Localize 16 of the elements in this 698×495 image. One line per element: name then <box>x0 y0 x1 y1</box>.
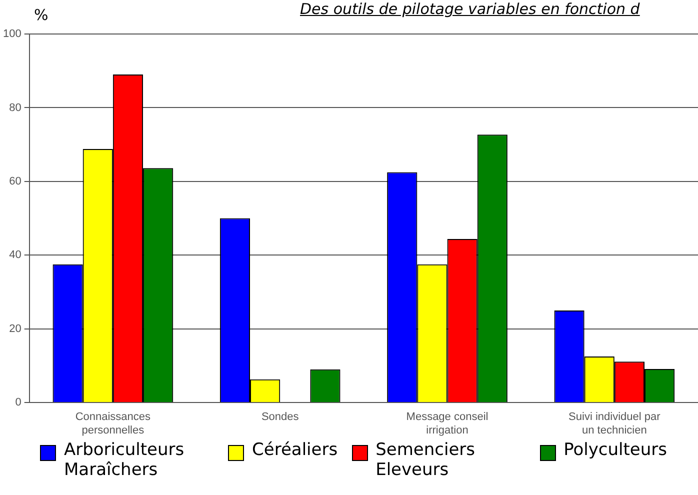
legend-label: Céréaliers <box>252 440 338 460</box>
y-tick-label: 0 <box>15 396 22 409</box>
x-tick-label: Message conseil irrigation <box>406 411 488 436</box>
y-tick-label: 60 <box>9 175 22 188</box>
chart-title: Des outils de pilotage variables en fonction d <box>300 0 640 18</box>
y-tick-label: 100 <box>2 28 22 40</box>
y-tick-label: 80 <box>9 102 22 114</box>
x-tick-label: Connaissances personnelles <box>75 411 152 436</box>
x-tick-label: Suivi individuel par un technicien <box>568 411 661 436</box>
x-tick-label: Sondes <box>261 411 300 424</box>
legend-label: Arboriculteurs Maraîchers <box>64 440 186 480</box>
y-tick-label: 40 <box>9 249 22 262</box>
legend-label: Polyculteurs <box>564 440 667 460</box>
y-axis-title: % <box>34 6 48 24</box>
legend-label: Semenciers Eleveurs <box>376 440 476 480</box>
y-tick-label: 20 <box>9 322 22 335</box>
